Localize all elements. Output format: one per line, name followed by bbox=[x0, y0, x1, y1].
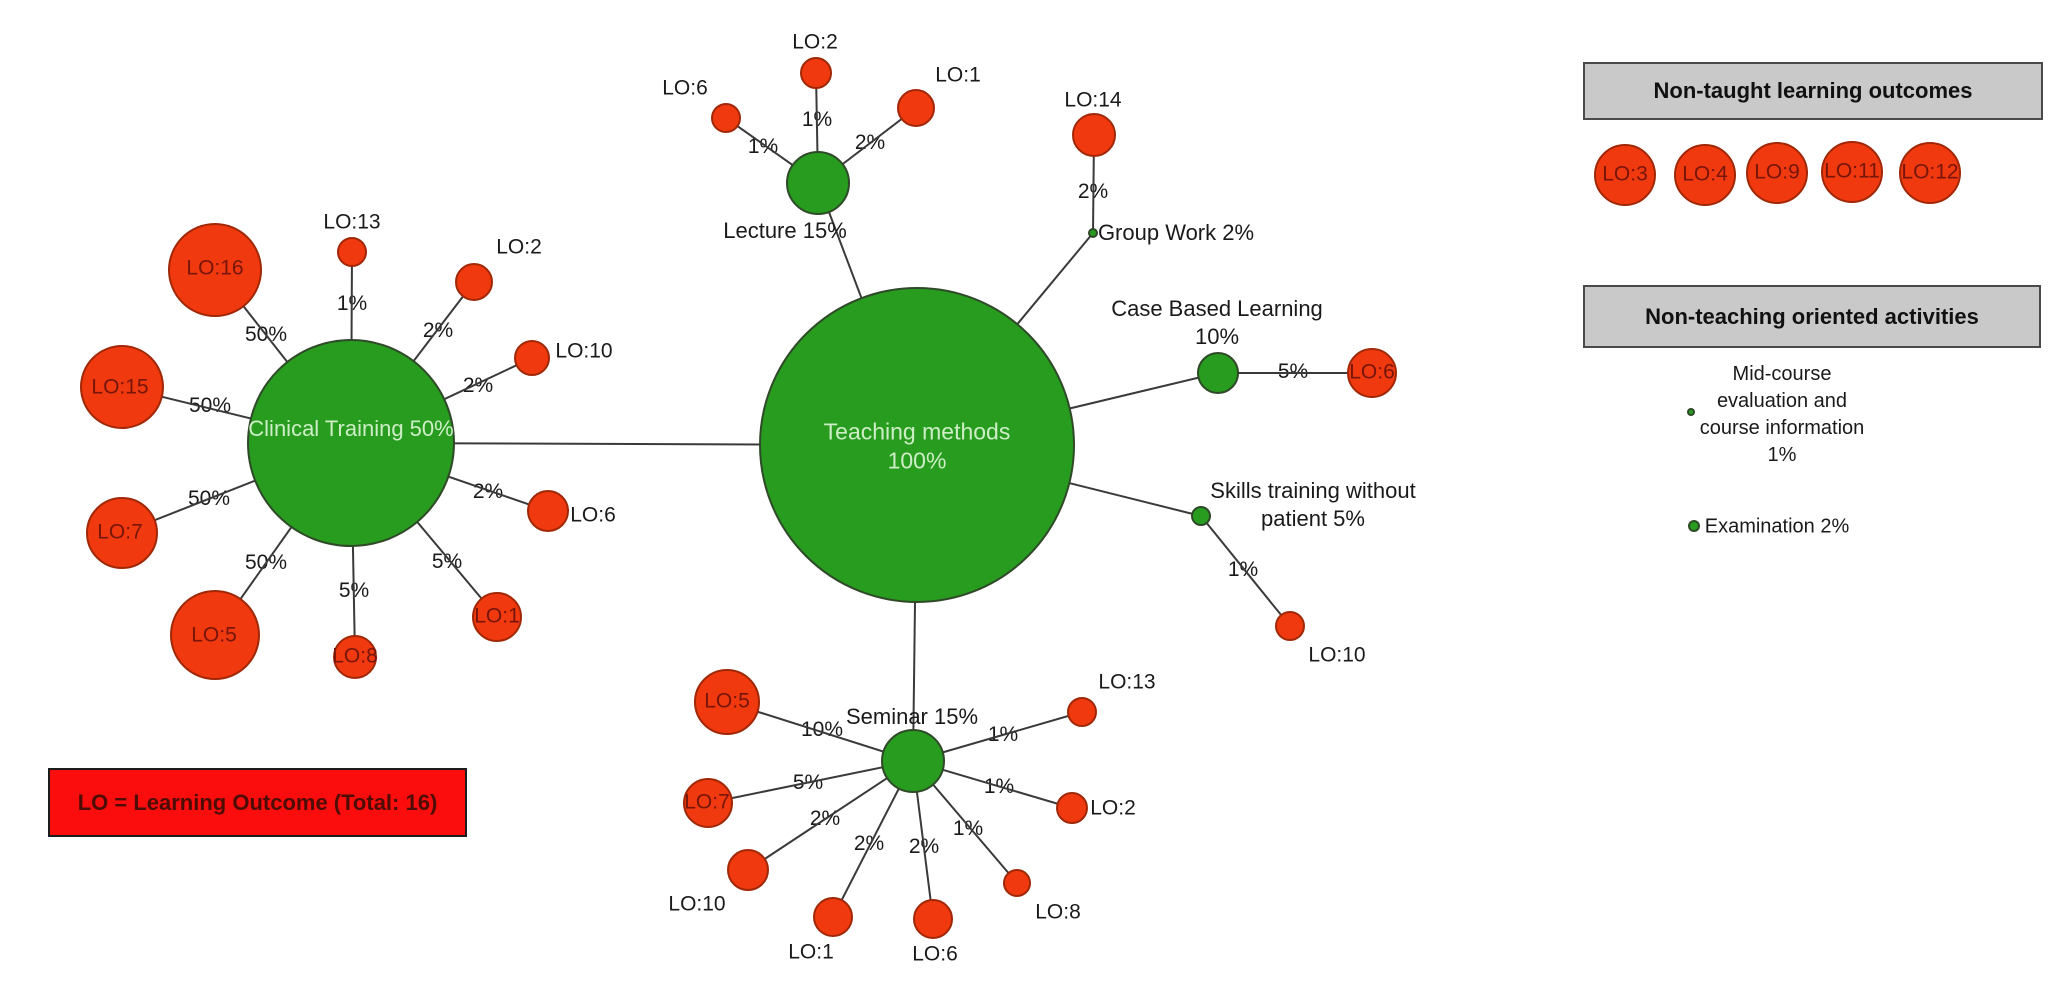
node-c1-outcome-circle bbox=[472, 592, 522, 642]
label-c7: LO:7 bbox=[97, 520, 143, 544]
node-clinical-circle bbox=[247, 339, 455, 547]
node-lecture-circle bbox=[786, 151, 850, 215]
node-c10-outcome-circle bbox=[514, 340, 550, 376]
label-l1: LO:1 bbox=[935, 63, 981, 87]
node-l1-outcome-circle bbox=[897, 89, 935, 127]
label-c8: LO:8 bbox=[332, 644, 378, 668]
node-p3-outcome-circle bbox=[1594, 144, 1656, 206]
node-m6-outcome-circle bbox=[913, 899, 953, 939]
label-m6: LO:6 bbox=[912, 942, 958, 966]
node-s10-outcome-circle bbox=[1275, 611, 1305, 641]
node-c8-outcome-circle bbox=[333, 635, 377, 679]
label-teaching: Teaching methods 100% bbox=[823, 418, 1011, 474]
label-c15: LO:15 bbox=[91, 375, 149, 399]
node-seminar-circle bbox=[881, 729, 945, 793]
edge-percent-seminar-m1: 2% bbox=[853, 832, 885, 855]
label-c16: LO:16 bbox=[186, 256, 244, 280]
label-p4: LO:4 bbox=[1682, 162, 1728, 186]
node-p9-outcome-circle bbox=[1746, 142, 1808, 204]
node-c15-outcome-circle bbox=[80, 345, 164, 429]
label-m2: LO:2 bbox=[1090, 796, 1136, 820]
label-s10: LO:10 bbox=[1308, 643, 1366, 667]
node-c13-outcome-circle bbox=[337, 237, 367, 267]
label-p9: LO:9 bbox=[1754, 160, 1800, 184]
node-m13-outcome-circle bbox=[1067, 697, 1097, 727]
label-m5: LO:5 bbox=[704, 689, 750, 713]
node-groupwork-circle bbox=[1088, 228, 1098, 238]
label-clinical: Clinical Training 50% bbox=[248, 415, 454, 441]
node-c7-outcome-circle bbox=[86, 497, 158, 569]
label-c5: LO:5 bbox=[191, 623, 237, 647]
legend-text: LO = Learning Outcome (Total: 16) bbox=[77, 789, 438, 815]
label-groupwork: Group Work 2% bbox=[1097, 219, 1255, 245]
node-c16-outcome-circle bbox=[168, 223, 262, 317]
non-taught-outcomes-header: Non-taught learning outcomes bbox=[1583, 62, 2043, 120]
node-p4-outcome-circle bbox=[1674, 144, 1736, 206]
node-b6-outcome-circle bbox=[1347, 348, 1397, 398]
label-p3: LO:3 bbox=[1602, 162, 1648, 186]
node-m5-outcome-circle bbox=[694, 669, 760, 735]
label-c2: LO:2 bbox=[496, 235, 542, 259]
label-lecture: Lecture 15% bbox=[723, 217, 847, 243]
edge-percent-cbl-b6: 5% bbox=[1277, 360, 1309, 383]
label-c6: LO:6 bbox=[570, 503, 616, 527]
non-teaching-activities-header: Non-teaching oriented activities bbox=[1583, 285, 2041, 348]
label-c1: LO:1 bbox=[474, 604, 520, 628]
node-c6-outcome-circle bbox=[527, 490, 569, 532]
edge-percent-lecture-l6: 1% bbox=[747, 135, 779, 158]
edge-percent-clinical-c6: 2% bbox=[472, 480, 504, 503]
label-m10: LO:10 bbox=[668, 892, 726, 916]
label-c10: LO:10 bbox=[555, 339, 613, 363]
node-c2-outcome-circle bbox=[455, 263, 493, 301]
label-seminar: Seminar 15% bbox=[845, 703, 979, 729]
node-p11-outcome-circle bbox=[1821, 141, 1883, 203]
node-mid_dot-circle bbox=[1687, 408, 1695, 416]
node-m10-outcome-circle bbox=[727, 849, 769, 891]
node-m1-outcome-circle bbox=[813, 897, 853, 937]
legend-box: LO = Learning Outcome (Total: 16) bbox=[48, 768, 467, 837]
edge-skills-s10 bbox=[1200, 515, 1291, 627]
label-b6: LO:6 bbox=[1349, 360, 1395, 384]
edge-percent-skills-s10: 1% bbox=[1227, 558, 1259, 581]
label-m8: LO:8 bbox=[1035, 900, 1081, 924]
node-m2-outcome-circle bbox=[1056, 792, 1088, 824]
label-c13: LO:13 bbox=[323, 210, 381, 234]
node-l6-outcome-circle bbox=[711, 103, 741, 133]
node-skills-circle bbox=[1191, 506, 1211, 526]
label-l6: LO:6 bbox=[662, 76, 708, 100]
node-l2-outcome-circle bbox=[800, 57, 832, 89]
label-m1: LO:1 bbox=[788, 940, 834, 964]
examination-label: Examination 2% bbox=[1704, 515, 1850, 538]
node-cbl-circle bbox=[1197, 352, 1239, 394]
label-cbl: Case Based Learning 10% bbox=[1111, 295, 1323, 349]
label-skills: Skills training without patient 5% bbox=[1210, 477, 1416, 531]
node-exam_dot-circle bbox=[1688, 520, 1700, 532]
mid-course-evaluation-label: Mid-course evaluation and course informa… bbox=[1699, 363, 1865, 466]
label-m7: LO:7 bbox=[684, 790, 730, 814]
node-m8-outcome-circle bbox=[1003, 869, 1031, 897]
label-p12: LO:12 bbox=[1901, 160, 1959, 184]
label-l2: LO:2 bbox=[792, 30, 838, 54]
node-g14-outcome-circle bbox=[1072, 113, 1116, 157]
node-c5-outcome-circle bbox=[170, 590, 260, 680]
node-m7-outcome-circle bbox=[683, 778, 733, 828]
edge-seminar-m7 bbox=[707, 760, 914, 804]
node-p12-outcome-circle bbox=[1899, 142, 1961, 204]
node-teaching-circle bbox=[759, 287, 1075, 603]
label-g14: LO:14 bbox=[1064, 88, 1122, 112]
label-m13: LO:13 bbox=[1098, 670, 1156, 694]
label-p11: LO:11 bbox=[1824, 159, 1880, 183]
edge-seminar-m10 bbox=[747, 760, 914, 871]
